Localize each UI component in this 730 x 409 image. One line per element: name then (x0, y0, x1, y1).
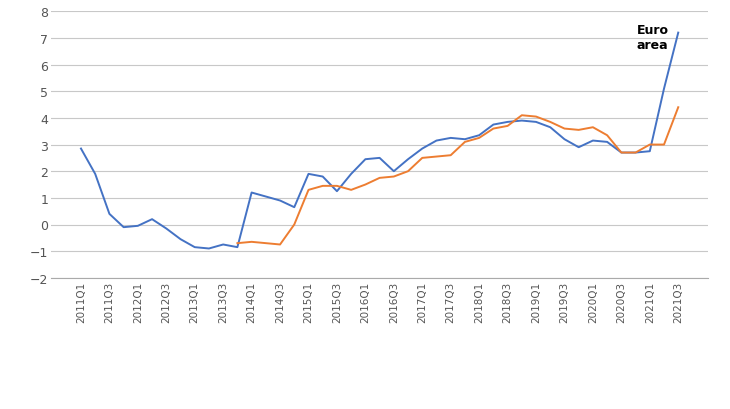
Acquisition OOHPI (219, 243, 228, 247)
Acquisition OOHPI (347, 172, 356, 177)
Acquisition OOHPI (588, 139, 597, 144)
Weighted average price of real estate and household investment deflator (474, 136, 483, 141)
Weighted average price of real estate and household investment deflator (290, 222, 299, 227)
Acquisition OOHPI (361, 157, 370, 162)
Weighted average price of real estate and household investment deflator (375, 176, 384, 181)
Acquisition OOHPI (674, 31, 683, 36)
Acquisition OOHPI (105, 212, 114, 217)
Weighted average price of real estate and household investment deflator (645, 143, 654, 148)
Acquisition OOHPI (617, 151, 626, 155)
Acquisition OOHPI (518, 119, 526, 124)
Acquisition OOHPI (147, 217, 156, 222)
Acquisition OOHPI (290, 205, 299, 210)
Acquisition OOHPI (204, 246, 213, 251)
Acquisition OOHPI (91, 172, 99, 177)
Weighted average price of real estate and household investment deflator (233, 241, 242, 246)
Acquisition OOHPI (474, 133, 483, 138)
Acquisition OOHPI (261, 195, 270, 200)
Weighted average price of real estate and household investment deflator (603, 133, 612, 138)
Weighted average price of real estate and household investment deflator (560, 127, 569, 132)
Weighted average price of real estate and household investment deflator (518, 113, 526, 118)
Acquisition OOHPI (119, 225, 128, 230)
Weighted average price of real estate and household investment deflator (461, 140, 469, 145)
Acquisition OOHPI (276, 198, 285, 203)
Acquisition OOHPI (404, 157, 412, 162)
Acquisition OOHPI (77, 147, 85, 152)
Weighted average price of real estate and household investment deflator (617, 151, 626, 155)
Acquisition OOHPI (162, 227, 171, 231)
Acquisition OOHPI (560, 137, 569, 142)
Acquisition OOHPI (461, 137, 469, 142)
Acquisition OOHPI (660, 87, 669, 92)
Acquisition OOHPI (247, 191, 256, 196)
Weighted average price of real estate and household investment deflator (575, 128, 583, 133)
Weighted average price of real estate and household investment deflator (333, 184, 342, 189)
Acquisition OOHPI (446, 136, 455, 141)
Acquisition OOHPI (333, 189, 342, 194)
Weighted average price of real estate and household investment deflator (318, 184, 327, 189)
Acquisition OOHPI (304, 172, 313, 177)
Acquisition OOHPI (375, 156, 384, 161)
Weighted average price of real estate and household investment deflator (674, 106, 683, 110)
Weighted average price of real estate and household investment deflator (304, 188, 313, 193)
Line: Weighted average price of real estate and household investment deflator: Weighted average price of real estate an… (237, 108, 678, 245)
Acquisition OOHPI (318, 175, 327, 180)
Weighted average price of real estate and household investment deflator (503, 124, 512, 129)
Acquisition OOHPI (546, 126, 555, 130)
Acquisition OOHPI (503, 120, 512, 125)
Weighted average price of real estate and household investment deflator (404, 169, 412, 174)
Weighted average price of real estate and household investment deflator (546, 120, 555, 125)
Line: Acquisition OOHPI: Acquisition OOHPI (81, 34, 678, 249)
Acquisition OOHPI (418, 147, 426, 152)
Weighted average price of real estate and household investment deflator (432, 155, 441, 160)
Acquisition OOHPI (575, 145, 583, 150)
Weighted average price of real estate and household investment deflator (418, 156, 426, 161)
Weighted average price of real estate and household investment deflator (588, 126, 597, 130)
Acquisition OOHPI (176, 237, 185, 242)
Weighted average price of real estate and household investment deflator (276, 243, 285, 247)
Acquisition OOHPI (191, 245, 199, 250)
Weighted average price of real estate and household investment deflator (261, 241, 270, 246)
Weighted average price of real estate and household investment deflator (446, 153, 455, 158)
Weighted average price of real estate and household investment deflator (347, 188, 356, 193)
Acquisition OOHPI (389, 169, 398, 174)
Acquisition OOHPI (531, 120, 540, 125)
Weighted average price of real estate and household investment deflator (489, 127, 498, 132)
Acquisition OOHPI (631, 151, 640, 155)
Acquisition OOHPI (489, 123, 498, 128)
Acquisition OOHPI (645, 149, 654, 154)
Weighted average price of real estate and household investment deflator (531, 115, 540, 120)
Weighted average price of real estate and household investment deflator (631, 151, 640, 155)
Acquisition OOHPI (432, 139, 441, 144)
Weighted average price of real estate and household investment deflator (361, 182, 370, 187)
Weighted average price of real estate and household investment deflator (389, 175, 398, 180)
Acquisition OOHPI (134, 224, 142, 229)
Acquisition OOHPI (603, 140, 612, 145)
Weighted average price of real estate and household investment deflator (660, 143, 669, 148)
Weighted average price of real estate and household investment deflator (247, 240, 256, 245)
Acquisition OOHPI (233, 245, 242, 250)
Text: Euro
area: Euro area (637, 24, 669, 52)
